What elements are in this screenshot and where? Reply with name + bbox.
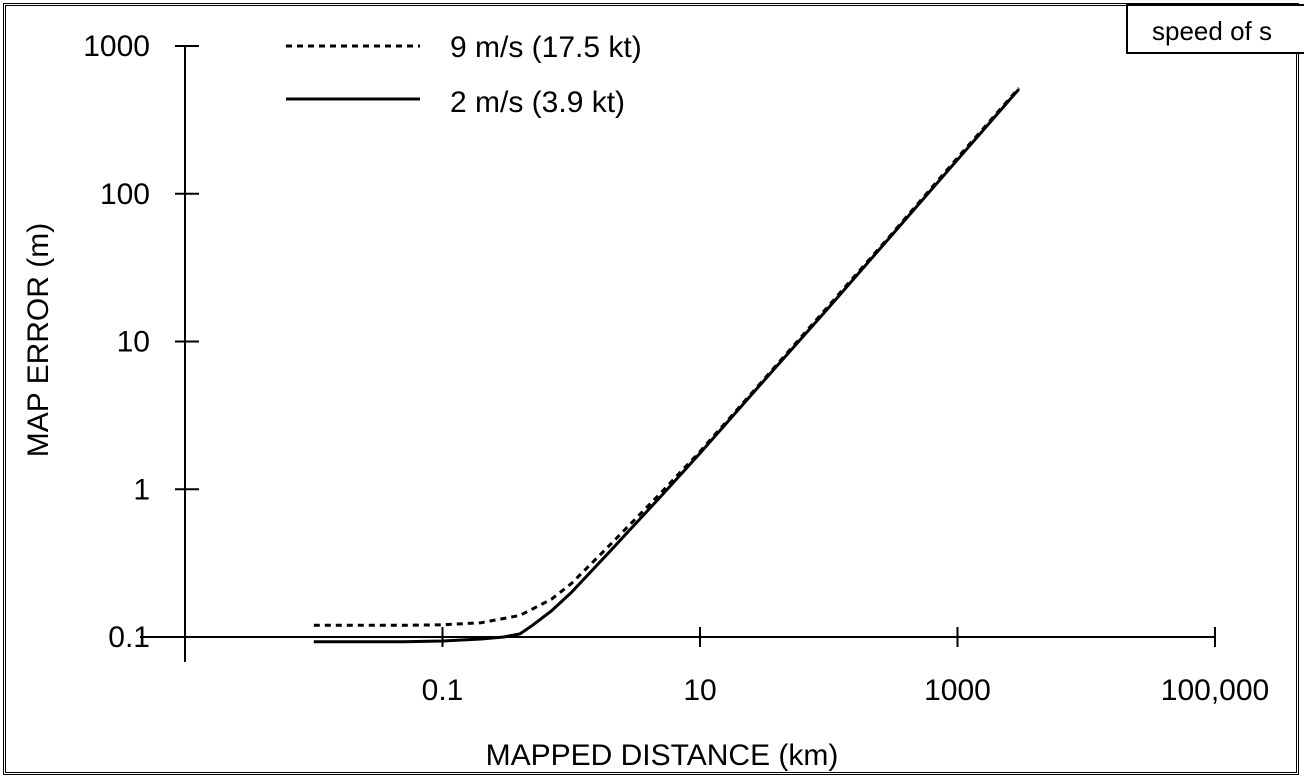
legend: 9 m/s (17.5 kt) 2 m/s (3.9 kt) bbox=[286, 31, 642, 119]
x-tick-label: 10 bbox=[683, 674, 716, 707]
y-axis-title: MAP ERROR (m) bbox=[22, 223, 55, 457]
x-tick-label: 100,000 bbox=[1161, 674, 1269, 707]
y-tick-label: 0.1 bbox=[108, 621, 150, 654]
y-tick-label: 100 bbox=[100, 178, 150, 211]
legend-label: 9 m/s (17.5 kt) bbox=[450, 31, 642, 64]
series-line-dashed bbox=[313, 87, 1021, 627]
legend-label: 2 m/s (3.9 kt) bbox=[450, 86, 625, 119]
annotation-text: speed of s bbox=[1152, 16, 1272, 46]
annotation-box: speed of s bbox=[1126, 4, 1304, 54]
y-tick-label: 10 bbox=[117, 326, 150, 359]
axes: 0.1 1 10 100 1000 0.1 10 1000 100,000 bbox=[83, 30, 1269, 707]
chart-frame bbox=[3, 3, 1299, 775]
x-axis-title: MAPPED DISTANCE (km) bbox=[486, 739, 839, 772]
series-layer bbox=[313, 87, 1021, 644]
y-tick-label: 1 bbox=[133, 473, 150, 506]
y-tick-label: 1000 bbox=[83, 30, 150, 63]
series-line-solid bbox=[313, 88, 1021, 644]
x-tick-label: 0.1 bbox=[422, 674, 464, 707]
x-tick-label: 1000 bbox=[924, 674, 991, 707]
